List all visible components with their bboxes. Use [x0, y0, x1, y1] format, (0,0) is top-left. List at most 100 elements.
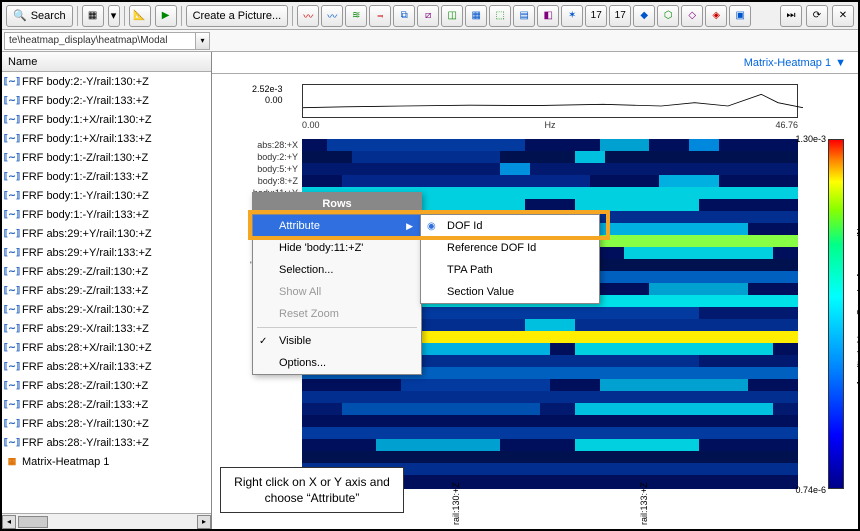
frf-icon: ⟦∼⟧ — [4, 379, 20, 393]
tree-item[interactable]: ⟦∼⟧FRF body:2:-Y/rail:130:+Z — [2, 72, 211, 91]
submenu-item[interactable]: Reference DOF Id — [421, 237, 599, 259]
heatmap-row — [302, 163, 798, 175]
tree-item[interactable]: ⟦∼⟧FRF body:1:-Y/rail:133:+Z — [2, 205, 211, 224]
tree-item[interactable]: ⟦∼⟧FRF abs:28:-Z/rail:130:+Z — [2, 376, 211, 395]
menu-item-label: Attribute — [279, 220, 320, 232]
tree-item[interactable]: ⟦∼⟧FRF body:2:-Y/rail:133:+Z — [2, 91, 211, 110]
ytick-top: 2.52e-3 — [252, 84, 283, 95]
heatmap-y-label[interactable]: body:2:+Y — [244, 151, 298, 163]
tree-item[interactable]: ⟦∼⟧FRF abs:29:-X/rail:130:+Z — [2, 300, 211, 319]
tree-item[interactable]: ⟦∼⟧FRF abs:29:-Z/rail:133:+Z — [2, 281, 211, 300]
heatmap-stripe — [600, 139, 650, 151]
tree-header[interactable]: Name — [2, 52, 211, 72]
tree-item[interactable]: ▦Matrix-Heatmap 1 — [2, 452, 211, 471]
chart-type-icon[interactable]: ⧉ — [393, 5, 415, 27]
chart-type-icon[interactable]: ◆ — [633, 5, 655, 27]
horizontal-scrollbar[interactable]: ◂ ▸ — [2, 513, 211, 529]
tree-item-label: FRF abs:28:-Z/rail:133:+Z — [22, 399, 148, 411]
tree-item[interactable]: ⟦∼⟧FRF abs:28:+X/rail:133:+Z — [2, 357, 211, 376]
submenu-item[interactable]: ◉DOF Id — [421, 215, 599, 237]
skip-fwd-icon[interactable]: ⏭ — [780, 5, 802, 27]
heatmap-row — [302, 379, 798, 391]
tree-item-label: FRF body:2:-Y/rail:133:+Z — [22, 95, 149, 107]
tree-item-label: Matrix-Heatmap 1 — [22, 456, 109, 468]
tab-matrix-heatmap[interactable]: Matrix-Heatmap 1 ▼ — [738, 57, 852, 69]
tree-item[interactable]: ⟦∼⟧FRF abs:29:+Y/rail:130:+Z — [2, 224, 211, 243]
close-icon[interactable]: ✕ — [832, 5, 854, 27]
chart-type-icon[interactable]: ▦ — [465, 5, 487, 27]
path-dropdown[interactable]: ▾ — [196, 32, 210, 50]
context-submenu: ◉DOF IdReference DOF IdTPA PathSection V… — [420, 214, 600, 304]
loop-icon[interactable]: ⟳ — [806, 5, 828, 27]
heatmap-x-label[interactable]: rail:133:+Z — [639, 482, 649, 525]
heatmap-stripe — [302, 163, 798, 175]
tab-bar: Matrix-Heatmap 1 ▼ — [212, 52, 858, 74]
tree-item[interactable]: ⟦∼⟧FRF body:1:+X/rail:133:+Z — [2, 129, 211, 148]
tree-item[interactable]: ⟦∼⟧FRF abs:29:+Y/rail:133:+Z — [2, 243, 211, 262]
heatmap-y-label[interactable]: body:5:+Y — [244, 163, 298, 175]
chart-type-icon[interactable]: ≋ — [345, 5, 367, 27]
tree-item[interactable]: ⟦∼⟧FRF body:1:+X/rail:130:+Z — [2, 110, 211, 129]
grid-icon[interactable]: ▦ — [82, 5, 104, 27]
chart-type-icon[interactable]: 17 — [609, 5, 631, 27]
scroll-right-arrow[interactable]: ▸ — [197, 515, 211, 529]
heatmap-x-label[interactable]: rail:130:+Z — [451, 482, 461, 525]
chart-type-icon[interactable]: ⫬ — [369, 5, 391, 27]
chart-type-icon[interactable]: ⬚ — [489, 5, 511, 27]
chart-type-icon[interactable]: ◧ — [537, 5, 559, 27]
path-input[interactable]: te\heatmap_display\heatmap\Modal — [4, 32, 196, 50]
tree-item[interactable]: ⟦∼⟧FRF abs:28:-Y/rail:133:+Z — [2, 433, 211, 452]
menu-item[interactable]: Options... — [253, 352, 421, 374]
xlabel: Hz — [545, 120, 556, 130]
menu-item[interactable]: Hide 'body:11:+Z' — [253, 237, 421, 259]
bullet-icon: ◉ — [427, 221, 436, 232]
matrix-icon: ▦ — [4, 455, 20, 469]
heatmap-stripe — [575, 199, 699, 211]
play-icon[interactable]: ▶ — [155, 5, 177, 27]
tree-item[interactable]: ⟦∼⟧FRF abs:29:-X/rail:133:+Z — [2, 319, 211, 338]
ruler-icon[interactable]: 📐 — [129, 5, 151, 27]
chart-type-icon[interactable]: 〰 — [321, 5, 343, 27]
submenu-item[interactable]: TPA Path — [421, 259, 599, 281]
chart-type-icon[interactable]: ◫ — [441, 5, 463, 27]
path-bar: te\heatmap_display\heatmap\Modal ▾ — [2, 30, 858, 52]
tree-item[interactable]: ⟦∼⟧FRF abs:28:-Z/rail:133:+Z — [2, 395, 211, 414]
tree-item[interactable]: ⟦∼⟧FRF body:1:-Y/rail:130:+Z — [2, 186, 211, 205]
chart-type-icon[interactable]: ⬡ — [657, 5, 679, 27]
menu-item[interactable]: ✓Visible — [253, 330, 421, 352]
create-picture-button[interactable]: Create a Picture... — [186, 5, 289, 27]
chart-type-icon[interactable]: 17 — [585, 5, 607, 27]
menu-item-label: Hide 'body:11:+Z' — [279, 242, 363, 254]
chart-type-icon[interactable]: 〰 — [297, 5, 319, 27]
heatmap-stripe — [342, 175, 590, 187]
menu-item[interactable]: Selection... — [253, 259, 421, 281]
chart-type-icon[interactable]: ▤ — [513, 5, 535, 27]
submenu-item[interactable]: Section Value — [421, 281, 599, 303]
tree-item[interactable]: ⟦∼⟧FRF abs:28:+X/rail:130:+Z — [2, 338, 211, 357]
heatmap-stripe — [575, 439, 699, 451]
tree-item[interactable]: ⟦∼⟧FRF body:1:-Z/rail:130:+Z — [2, 148, 211, 167]
chart-type-icon[interactable]: ✶ — [561, 5, 583, 27]
chart-type-icon[interactable]: ◇ — [681, 5, 703, 27]
chart-type-icon[interactable]: ◈ — [705, 5, 727, 27]
menu-item[interactable]: Attribute▶ — [253, 215, 421, 237]
heatmap-y-label[interactable]: abs:28:+X — [244, 139, 298, 151]
grid-dropdown[interactable]: ▾ — [108, 5, 120, 27]
heatmap-stripe — [401, 379, 550, 391]
create-picture-label: Create a Picture... — [193, 10, 282, 22]
scroll-left-arrow[interactable]: ◂ — [2, 515, 16, 529]
menu-item-label: Visible — [279, 335, 311, 347]
chart-type-icon[interactable]: ⧄ — [417, 5, 439, 27]
spectrum-plot[interactable] — [302, 84, 798, 118]
menu-item: Reset Zoom — [253, 303, 421, 325]
tree-item-label: FRF body:1:+X/rail:133:+Z — [22, 133, 152, 145]
search-button[interactable]: 🔍 Search — [6, 5, 73, 27]
heatmap-stripe — [575, 403, 773, 415]
scroll-thumb[interactable] — [18, 516, 48, 528]
heatmap-y-label[interactable]: body:8:+Z — [244, 175, 298, 187]
frf-icon: ⟦∼⟧ — [4, 94, 20, 108]
tree-item[interactable]: ⟦∼⟧FRF body:1:-Z/rail:133:+Z — [2, 167, 211, 186]
chart-type-icon[interactable]: ▣ — [729, 5, 751, 27]
tree-item[interactable]: ⟦∼⟧FRF abs:29:-Z/rail:130:+Z — [2, 262, 211, 281]
tree-item[interactable]: ⟦∼⟧FRF abs:28:-Y/rail:130:+Z — [2, 414, 211, 433]
